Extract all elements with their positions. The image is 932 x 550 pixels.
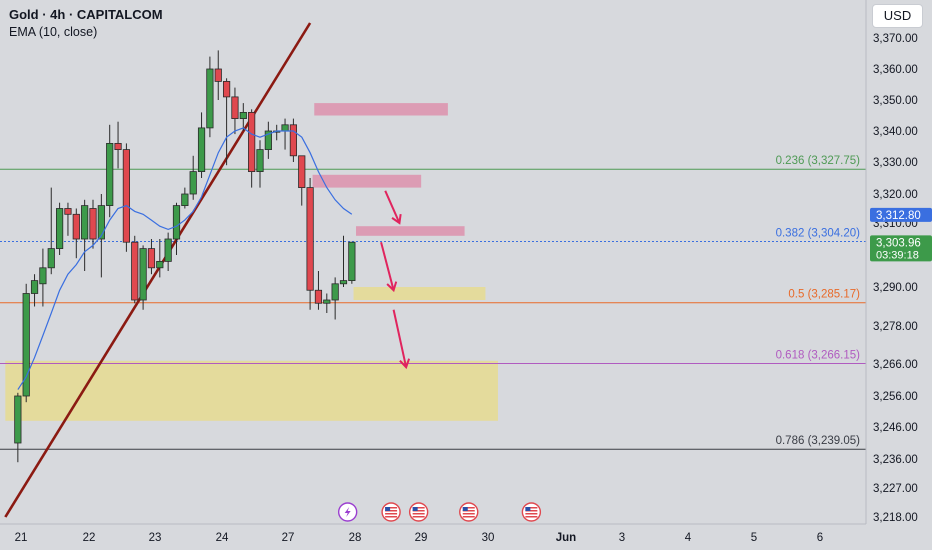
plot-area: 0.236 (3,327.75) 0.382 (3,304.20) 0.5 (3,2…: [0, 22, 866, 522]
candle: [114, 121, 122, 169]
candle: [248, 109, 256, 188]
candle: [64, 202, 72, 236]
candle: [156, 239, 164, 278]
fib-label: 0.5 (3,285.17): [788, 289, 860, 301]
time-tick-label: 30: [482, 532, 495, 544]
yellow-zone: [353, 287, 486, 300]
price-tick-label: 3,320.00: [873, 189, 918, 201]
ema-line: [17, 127, 353, 390]
candle: [164, 232, 172, 271]
arrow: [384, 190, 402, 225]
candle: [56, 202, 64, 255]
price-tick-label: 3,246.00: [873, 422, 918, 434]
candle: [14, 392, 22, 463]
candle: [214, 50, 222, 100]
candle: [264, 121, 272, 159]
pink-zone: [314, 103, 448, 116]
price-tick-label: 3,370.00: [873, 33, 918, 45]
candle: [147, 239, 156, 275]
time-tick-label: 21: [15, 532, 28, 544]
candle: [306, 178, 314, 310]
price-tick-label: 3,350.00: [873, 95, 918, 107]
price-tick-label: 3,290.00: [873, 282, 918, 294]
time-tick-label: 28: [349, 532, 362, 544]
time-tick-label: 5: [751, 532, 757, 544]
price-tick-label: 3,256.00: [873, 391, 918, 403]
time-tick-label: 6: [817, 532, 823, 544]
time-tick-label: 3: [619, 532, 625, 544]
candle: [331, 277, 339, 320]
price-tick-label: 3,236.00: [873, 454, 918, 466]
pink-zone: [312, 174, 422, 188]
time-tick-label: 23: [149, 532, 162, 544]
candle: [339, 235, 348, 287]
price-tick-label: 3,227.00: [873, 483, 918, 495]
fib-label: 0.618 (3,266.15): [776, 350, 861, 362]
candle: [348, 241, 356, 284]
trendline: [4, 22, 312, 518]
pink-zone: [356, 226, 465, 236]
yellow-zone: [5, 360, 498, 421]
candle: [289, 118, 298, 162]
time-axis[interactable]: 21 22 23 24 27 28 29 30 Jun 3 4 5 6: [0, 523, 932, 550]
indicator-legend: EMA (10, close): [9, 25, 98, 39]
candle: [22, 283, 30, 403]
price-tick-label: 3,330.00: [873, 157, 918, 169]
candle: [89, 199, 97, 249]
currency-button[interactable]: USD: [872, 4, 923, 28]
candle: [231, 87, 239, 135]
fib-label: 0.382 (3,304.20): [776, 228, 861, 240]
price-tick-label: 3,266.00: [873, 359, 918, 371]
candle: [30, 274, 39, 307]
time-tick-label: Jun: [556, 532, 576, 544]
candle: [323, 293, 331, 313]
candle: [39, 248, 47, 307]
fib-label: 0.236 (3,327.75): [776, 155, 861, 167]
price-tick-label: 3,218.00: [873, 512, 918, 524]
arrow: [392, 309, 411, 370]
candle: [72, 208, 80, 259]
price-tick-label: 3,360.00: [873, 64, 918, 76]
lightning-icon[interactable]: [337, 502, 358, 522]
fib-label: 0.786 (3,239.05): [776, 435, 861, 447]
candle: [139, 245, 147, 310]
candle: [81, 199, 89, 271]
candle: [239, 103, 247, 131]
price-axis[interactable]: 3,370.00 3,360.00 3,350.00 3,340.00 3,330.00…: [865, 0, 932, 524]
arrow: [380, 241, 398, 293]
us-flag-icon[interactable]: [408, 502, 429, 522]
price-tag: 3,312.80: [870, 207, 932, 222]
candle: [47, 187, 55, 275]
candle: [298, 155, 306, 206]
candle: [122, 143, 130, 252]
candle: [189, 155, 197, 200]
chart-title: Gold · 4h · CAPITALCOM: [9, 7, 163, 22]
us-flag-icon[interactable]: [521, 502, 542, 522]
candle: [222, 78, 231, 166]
us-flag-icon[interactable]: [459, 502, 479, 522]
us-flag-icon[interactable]: [381, 502, 401, 522]
candle: [206, 56, 214, 138]
svg-text:3,312.80: 3,312.80: [876, 210, 921, 222]
candle: [197, 112, 206, 178]
time-tick-label: 24: [216, 532, 229, 544]
price-tick-label: 3,278.00: [873, 321, 918, 333]
svg-text:03:39:18: 03:39:18: [876, 249, 919, 261]
svg-text:3,303.96: 3,303.96: [876, 237, 921, 249]
candle: [181, 187, 189, 209]
price-tick-label: 3,340.00: [873, 126, 918, 138]
time-tick-label: 27: [282, 532, 295, 544]
time-tick-label: 22: [83, 532, 96, 544]
candle: [106, 124, 114, 218]
candle: [172, 202, 181, 255]
time-tick-label: 29: [415, 532, 428, 544]
candle: [256, 140, 264, 188]
candle: [314, 271, 323, 310]
candle: [131, 235, 139, 304]
time-tick-label: 4: [685, 532, 692, 544]
